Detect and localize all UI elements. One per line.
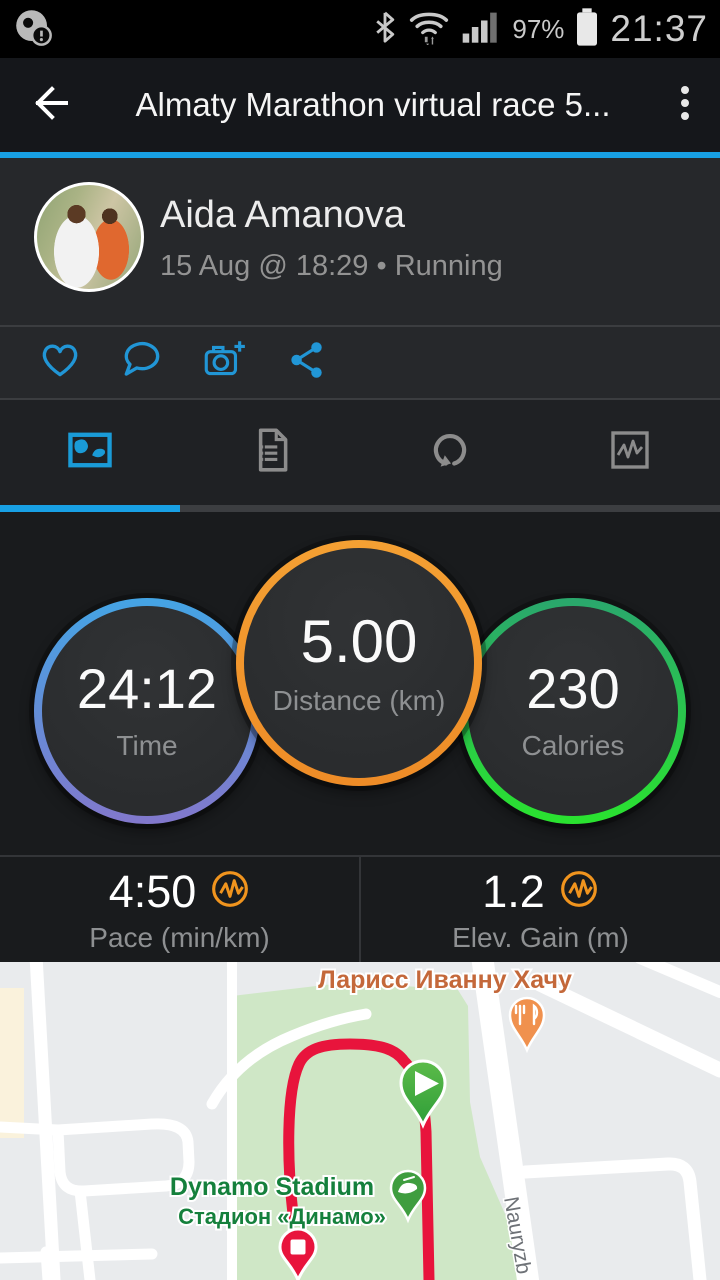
elevation-cell: 1.2 Elev. Gain (m) (359, 857, 720, 962)
page-title: Almaty Marathon virtual race 5... (135, 86, 611, 123)
elevation-wave-icon (210, 869, 250, 914)
comment-icon (119, 338, 165, 387)
stadium-label-en: Dynamo Stadium (170, 1173, 374, 1201)
camera-add-icon (200, 338, 248, 387)
tab-indicator-track (0, 505, 720, 512)
time-value: 24:12 (76, 656, 218, 720)
chart-frame-icon (607, 427, 653, 478)
app-bar: Almaty Marathon virtual race 5... (0, 58, 720, 152)
tab-summary[interactable] (0, 400, 180, 505)
share-icon (285, 338, 327, 387)
pace-cell: 4:50 Pace (min/km) (0, 857, 359, 962)
pace-label: Pace (min/km) (89, 921, 270, 953)
time-label: Time (116, 730, 178, 762)
activity-owner-header: Aida Amanova 15 Aug @ 18:29 • Running (0, 158, 720, 325)
wifi-icon (408, 9, 450, 50)
cell-signal-icon (461, 10, 501, 49)
arrow-left-icon (26, 81, 70, 130)
share-button[interactable] (284, 341, 328, 385)
clock: 21:37 (610, 8, 708, 49)
tab-details[interactable] (180, 400, 360, 505)
kebab-menu-icon (679, 81, 691, 130)
overflow-menu-button[interactable] (650, 58, 720, 152)
map-summary-icon (65, 425, 115, 480)
user-name: Aida Amanova (160, 194, 406, 236)
elevation-value: 1.2 (482, 865, 545, 917)
activity-meta: 15 Aug @ 18:29 • Running (160, 250, 503, 282)
route-map[interactable]: Ларисс Иванну Хачу Dynamo Stadium Стадио… (0, 962, 720, 1280)
heart-icon (38, 338, 82, 387)
distance-label: Distance (km) (272, 684, 446, 716)
calories-value: 230 (526, 656, 620, 720)
time-circle: 24:12 Time (34, 598, 260, 824)
stats-summary: 24:12 Time 230 Calories 5.00 Distance (k… (0, 512, 720, 855)
stop-pin[interactable] (278, 1227, 318, 1280)
tab-charts[interactable] (540, 400, 720, 505)
loop-arrow-icon (425, 427, 475, 478)
calories-label: Calories (521, 730, 625, 762)
start-pin[interactable] (399, 1059, 447, 1129)
restaurant-pin[interactable] (508, 996, 546, 1054)
pace-value: 4:50 (108, 865, 197, 917)
distance-value: 5.00 (300, 607, 418, 675)
metrics-row: 4:50 Pace (min/km) 1.2 (0, 855, 720, 962)
battery-icon (575, 7, 599, 52)
map-building (0, 988, 24, 1138)
activity-tab-bar (0, 400, 720, 505)
distance-circle: 5.00 Distance (km) (236, 540, 482, 786)
stadium-pin[interactable] (389, 1169, 427, 1224)
stadium-label-ru: Стадион «Динамо» (178, 1204, 386, 1229)
tab-laps[interactable] (360, 400, 540, 505)
bluetooth-icon (373, 10, 397, 49)
comment-button[interactable] (120, 341, 164, 385)
elevation-wave-icon (559, 869, 599, 914)
social-action-bar (0, 325, 720, 400)
back-button[interactable] (0, 58, 96, 152)
elevation-label: Elev. Gain (m) (452, 921, 629, 953)
add-photo-button[interactable] (202, 341, 246, 385)
document-list-icon (247, 425, 293, 480)
status-bar: 97% 21:37 (0, 0, 720, 58)
avatar[interactable] (34, 182, 144, 292)
map-poi-label: Ларисс Иванну Хачу (318, 966, 572, 994)
like-button[interactable] (38, 341, 82, 385)
battery-percent: 97% (512, 13, 565, 44)
map-roads (0, 962, 720, 1280)
calories-circle: 230 Calories (460, 598, 686, 824)
accent-divider (0, 152, 720, 158)
tab-indicator-active (0, 505, 180, 512)
disc-alert-icon (12, 7, 54, 52)
